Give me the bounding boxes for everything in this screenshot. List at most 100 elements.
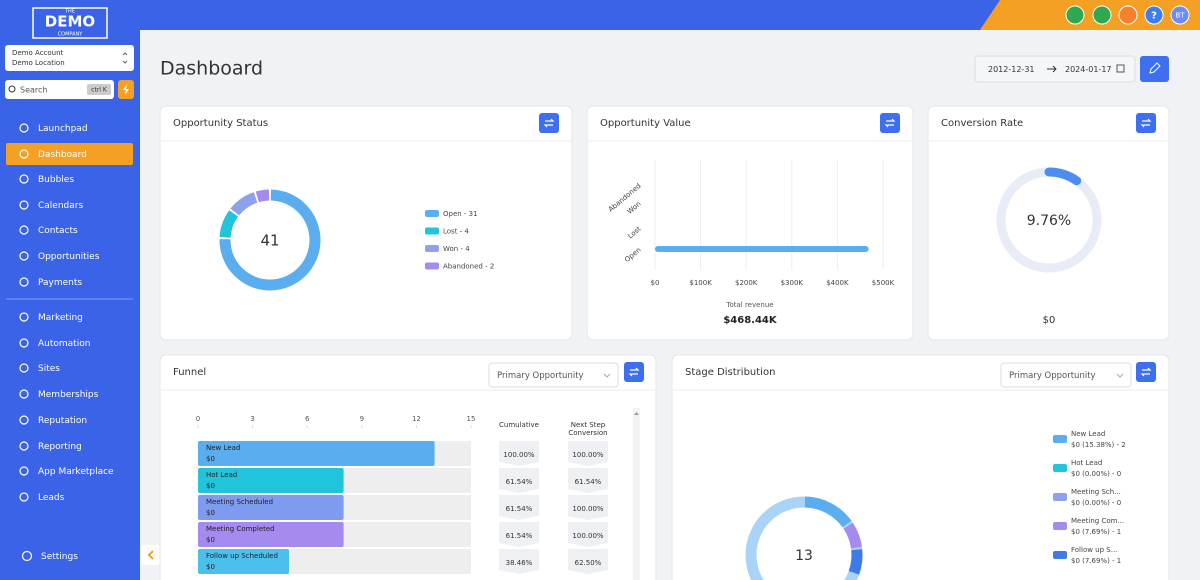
cumulative-value: 100.00% [503,451,534,459]
cumulative-value: 61.54% [506,532,533,540]
x-tick-label: 12 [412,415,421,423]
avatar-initials: BT [1175,12,1185,20]
x-tick-label: 3 [250,415,254,423]
settings[interactable]: Settings [41,552,78,562]
date-end: 2024-01-17 [1065,65,1112,74]
top-bar-accent [980,0,1200,30]
legend-name: New Lead [1071,430,1105,438]
search-box[interactable] [5,80,114,99]
avatar[interactable] [1170,5,1190,25]
filter-dropdown[interactable] [1000,362,1132,388]
card-action[interactable] [1136,113,1156,133]
x-tick-label: 6 [305,415,310,423]
nav-item[interactable]: Automation [38,339,90,349]
bar [655,246,869,252]
x-tick-label: $200K [735,279,758,287]
help-icon-text[interactable]: ? [1151,11,1157,22]
cell [568,549,608,574]
x-tick-label: $500K [872,279,895,287]
filter-dropdown[interactable] [488,362,619,388]
cell [499,441,539,466]
scroll-arrow [634,412,639,415]
search-shortcut: ctrl K [91,87,108,94]
legend-label: Abandoned - 2 [443,263,494,271]
legend-swatch [1053,493,1067,501]
nav-item[interactable]: Opportunities [38,252,100,262]
settings-icon [21,550,33,562]
legend-swatch [1053,435,1067,443]
legend-label: Won - 4 [443,245,470,253]
account-switcher[interactable] [5,45,134,71]
nav-item[interactable]: App Marketplace [38,467,114,477]
legend-detail: $0 (15.38%) - 2 [1071,441,1126,449]
x-tick-label: $300K [781,279,804,287]
nav-icon [19,200,29,210]
cumulative-value: 61.54% [506,478,533,486]
nav-icon [19,466,29,476]
nav-item[interactable]: Dashboard [38,150,87,160]
nav-icon [19,312,29,322]
nav-icon [19,277,29,287]
nav-item[interactable]: Launchpad [38,124,88,134]
top-icon[interactable] [1144,5,1164,25]
legend-swatch [425,262,439,270]
card-action[interactable] [880,113,900,133]
stage-name: Hot Lead [206,471,237,479]
collapse-button[interactable] [141,545,160,565]
card-action[interactable] [624,362,644,382]
nav-item[interactable]: Payments [38,278,82,288]
dropdown-caret [1116,373,1124,378]
legend-name: Follow up S... [1071,546,1117,554]
account-name: Demo Account [12,49,64,57]
donut-segment [219,210,239,238]
legend-label: Open - 31 [443,210,478,218]
date-arrow [1047,65,1057,73]
scrollbar-track [633,408,640,580]
legend-detail: $0 (7.69%) - 1 [1071,557,1121,565]
nav-item[interactable]: Sites [38,364,60,374]
swap-icon [1140,118,1152,128]
nav-item[interactable]: Contacts [38,226,78,236]
x-tick-label: $0 [651,279,660,287]
card-action[interactable] [1136,362,1156,382]
x-tick-label: $400K [826,279,849,287]
funnel-bar [198,441,435,466]
column-header: Next Step [571,421,606,429]
top-icon[interactable] [1118,5,1138,25]
next-step-value: 100.00% [572,451,603,459]
next-step-value: 62.50% [575,559,602,567]
legend-detail: $0 (0.00%) - 0 [1071,499,1121,507]
top-icon[interactable] [1092,5,1112,25]
legend-swatch [425,245,439,252]
date-start: 2012-12-31 [988,65,1035,74]
brand-name: DEMO [45,13,95,31]
nav-icon [19,123,29,133]
nav-icon [19,174,29,184]
next-step-value: 61.54% [575,478,602,486]
nav-icon [19,363,29,373]
legend-detail: $0 (0.00%) - 0 [1071,470,1121,478]
nav-item[interactable]: Memberships [38,390,99,400]
x-axis-label: Total revenue [725,301,773,309]
nav-item[interactable]: Marketing [38,313,83,323]
total-revenue: $468.44K [723,315,778,326]
nav-item[interactable]: Reporting [38,442,82,452]
nav-icon [19,225,29,235]
nav-item[interactable]: Leads [38,493,65,503]
card-action[interactable] [539,113,559,133]
top-icon[interactable] [1065,5,1085,25]
stage-name: Meeting Completed [206,525,275,533]
edit-button[interactable] [1140,56,1169,82]
stage-amount: $0 [206,536,215,544]
edit-icon [1149,62,1161,74]
nav-item[interactable]: Bubbles [38,175,74,185]
filter-label: Primary Opportunity [1009,371,1096,381]
legend-label: Lost - 4 [443,228,469,236]
nav-item[interactable]: Calendars [38,201,83,211]
gauge-value: 9.76% [1027,213,1071,229]
conversion-rate-card [927,105,1170,341]
funnel-bar [198,522,344,547]
shortcut-badge [87,84,111,95]
nav-item[interactable]: Reputation [38,416,87,426]
